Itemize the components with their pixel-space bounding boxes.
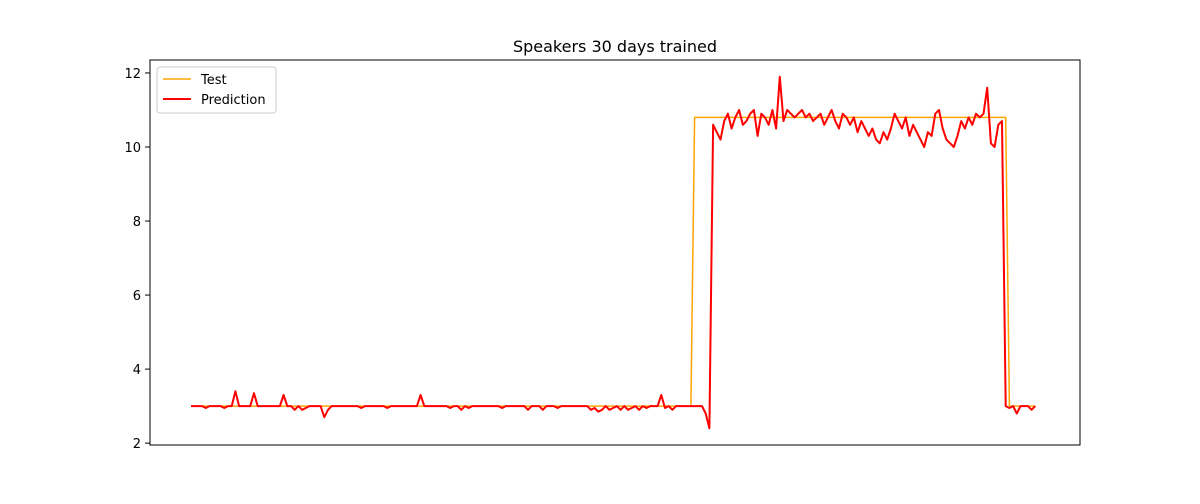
y-tick-label: 10 <box>124 141 141 156</box>
legend: Test Prediction <box>156 66 277 114</box>
y-axis: 2 4 6 8 10 12 <box>124 59 1081 452</box>
legend-label-prediction: Prediction <box>201 93 266 108</box>
y-tick-label: 6 <box>133 289 141 304</box>
plot-frame <box>149 59 1081 446</box>
legend-label-test: Test <box>200 73 227 88</box>
chart-title: Speakers 30 days trained <box>513 37 717 56</box>
y-tick-label: 8 <box>133 215 141 230</box>
y-tick-label: 2 <box>133 437 141 452</box>
y-tick-label: 4 <box>133 363 141 378</box>
series-line-test <box>191 116 1036 407</box>
series-line-prediction <box>191 75 1037 430</box>
y-tick-label: 12 <box>124 67 141 82</box>
plot-area <box>191 75 1037 430</box>
